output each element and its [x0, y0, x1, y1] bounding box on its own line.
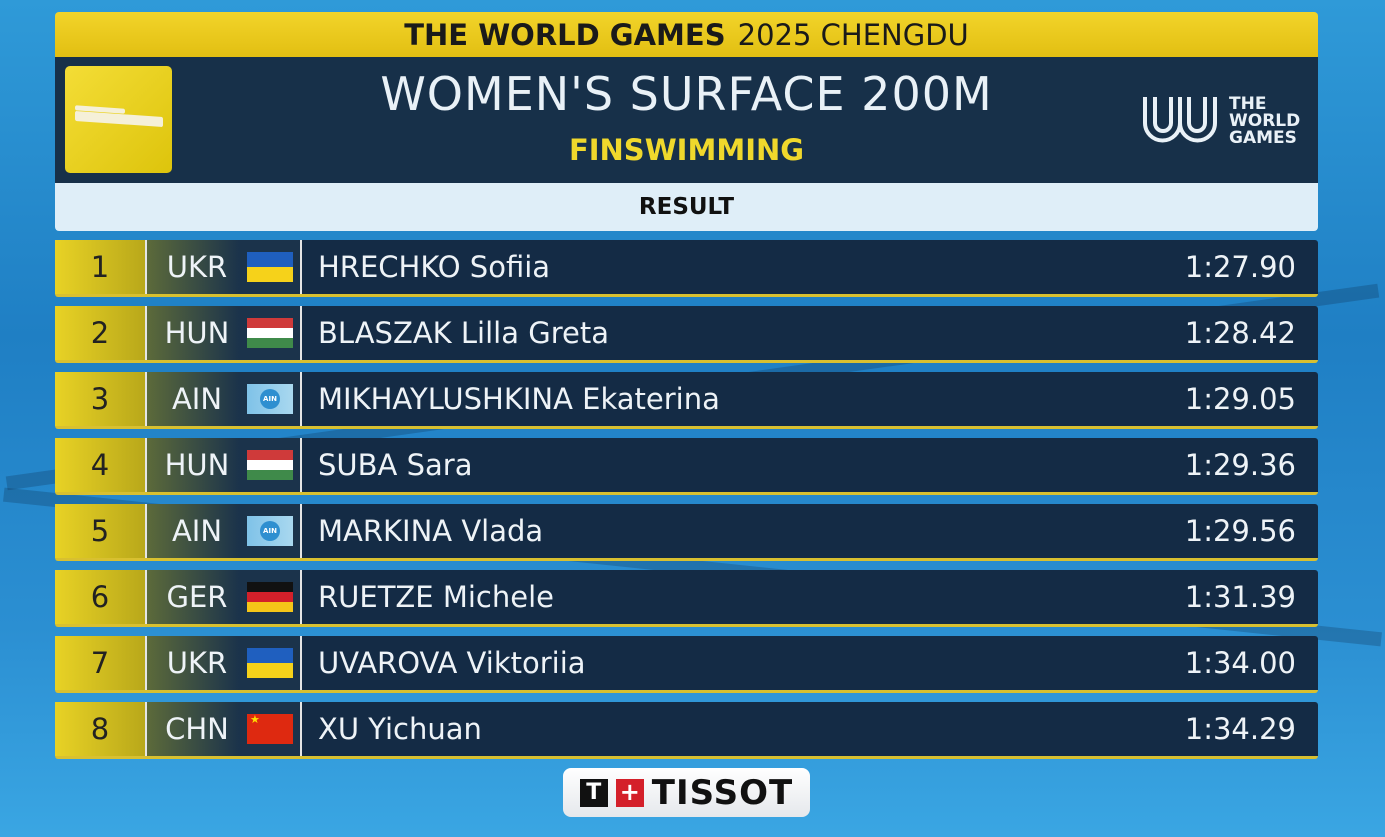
- flag-ukr-icon: [247, 648, 293, 678]
- country-cell: UKR: [145, 240, 302, 294]
- event-title: WOMEN'S SURFACE 200M: [380, 67, 993, 121]
- result-row: 4 HUN SUBA Sara 1:29.36: [55, 438, 1318, 495]
- flag-ain-icon: AIN: [247, 516, 293, 546]
- rank: 5: [55, 504, 145, 558]
- country-cell: HUN: [145, 438, 302, 492]
- result-time: 1:29.56: [1184, 514, 1296, 548]
- country-code: HUN: [164, 316, 230, 350]
- world-games-w-icon: [1143, 97, 1217, 143]
- flag-chn-icon: ★: [247, 714, 293, 744]
- athlete-name: SUBA Sara: [318, 448, 473, 482]
- country-code: AIN: [171, 382, 223, 416]
- event-header: WOMEN'S SURFACE 200M FINSWIMMING THE WOR…: [55, 57, 1318, 183]
- event-brand: THE WORLD GAMES: [404, 17, 726, 52]
- result-time: 1:29.05: [1184, 382, 1296, 416]
- rank: 7: [55, 636, 145, 690]
- rank: 6: [55, 570, 145, 624]
- logo-text: WORLD: [1229, 110, 1301, 131]
- result-row: 6 GER RUETZE Michele 1:31.39: [55, 570, 1318, 627]
- event-bar: THE WORLD GAMES 2025 CHENGDU: [55, 12, 1318, 57]
- athlete-name: MARKINA Vlada: [318, 514, 544, 548]
- country-code: GER: [166, 580, 228, 614]
- result-row: 2 HUN BLASZAK Lilla Greta 1:28.42: [55, 306, 1318, 363]
- flag-ukr-icon: [247, 252, 293, 282]
- country-cell: CHN ★: [145, 702, 302, 756]
- rank: 1: [55, 240, 145, 294]
- country-cell: GER: [145, 570, 302, 624]
- tissot-logo: T + TISSOT: [563, 768, 810, 817]
- flag-hun-icon: [247, 318, 293, 348]
- athlete-name: BLASZAK Lilla Greta: [318, 316, 609, 350]
- country-code: CHN: [165, 712, 229, 746]
- result-row: 5 AIN AIN MARKINA Vlada 1:29.56: [55, 504, 1318, 561]
- rank: 8: [55, 702, 145, 756]
- result-time: 1:34.29: [1184, 712, 1296, 746]
- flag-ain-icon: AIN: [247, 384, 293, 414]
- flag-ger-icon: [247, 582, 293, 612]
- result-time: 1:28.42: [1184, 316, 1296, 350]
- logo-text: GAMES: [1229, 127, 1297, 148]
- country-cell: AIN AIN: [145, 504, 302, 558]
- tissot-t-icon: T: [579, 778, 608, 807]
- result-time: 1:31.39: [1184, 580, 1296, 614]
- result-row: 7 UKR UVAROVA Viktoriia 1:34.00: [55, 636, 1318, 693]
- athlete-name: RUETZE Michele: [318, 580, 554, 614]
- logo-text: THE: [1229, 93, 1267, 114]
- rank: 3: [55, 372, 145, 426]
- country-code: AIN: [171, 514, 223, 548]
- sponsor-name: TISSOT: [651, 772, 794, 813]
- country-cell: HUN: [145, 306, 302, 360]
- world-games-logo: THE WORLD GAMES: [1141, 93, 1300, 149]
- finswimming-pictogram-icon: [65, 66, 172, 173]
- rank: 4: [55, 438, 145, 492]
- flag-hun-icon: [247, 450, 293, 480]
- country-cell: UKR: [145, 636, 302, 690]
- result-row: 3 AIN AIN MIKHAYLUSHKINA Ekaterina 1:29.0…: [55, 372, 1318, 429]
- event-edition: 2025 CHENGDU: [737, 17, 969, 52]
- country-code: UKR: [166, 646, 228, 680]
- country-code: HUN: [164, 448, 230, 482]
- result-label: RESULT: [55, 183, 1318, 231]
- swiss-cross-icon: +: [615, 778, 644, 807]
- athlete-name: UVAROVA Viktoriia: [318, 646, 586, 680]
- athlete-name: XU Yichuan: [318, 712, 482, 746]
- result-time: 1:29.36: [1184, 448, 1296, 482]
- result-time: 1:27.90: [1184, 250, 1296, 284]
- athlete-name: HRECHKO Sofiia: [318, 250, 551, 284]
- rank: 2: [55, 306, 145, 360]
- country-code: UKR: [166, 250, 228, 284]
- result-row: 8 CHN ★ XU Yichuan 1:34.29: [55, 702, 1318, 759]
- result-row: 1 UKR HRECHKO Sofiia 1:27.90: [55, 240, 1318, 297]
- country-cell: AIN AIN: [145, 372, 302, 426]
- sport-name: FINSWIMMING: [568, 133, 805, 167]
- athlete-name: MIKHAYLUSHKINA Ekaterina: [318, 382, 720, 416]
- result-time: 1:34.00: [1184, 646, 1296, 680]
